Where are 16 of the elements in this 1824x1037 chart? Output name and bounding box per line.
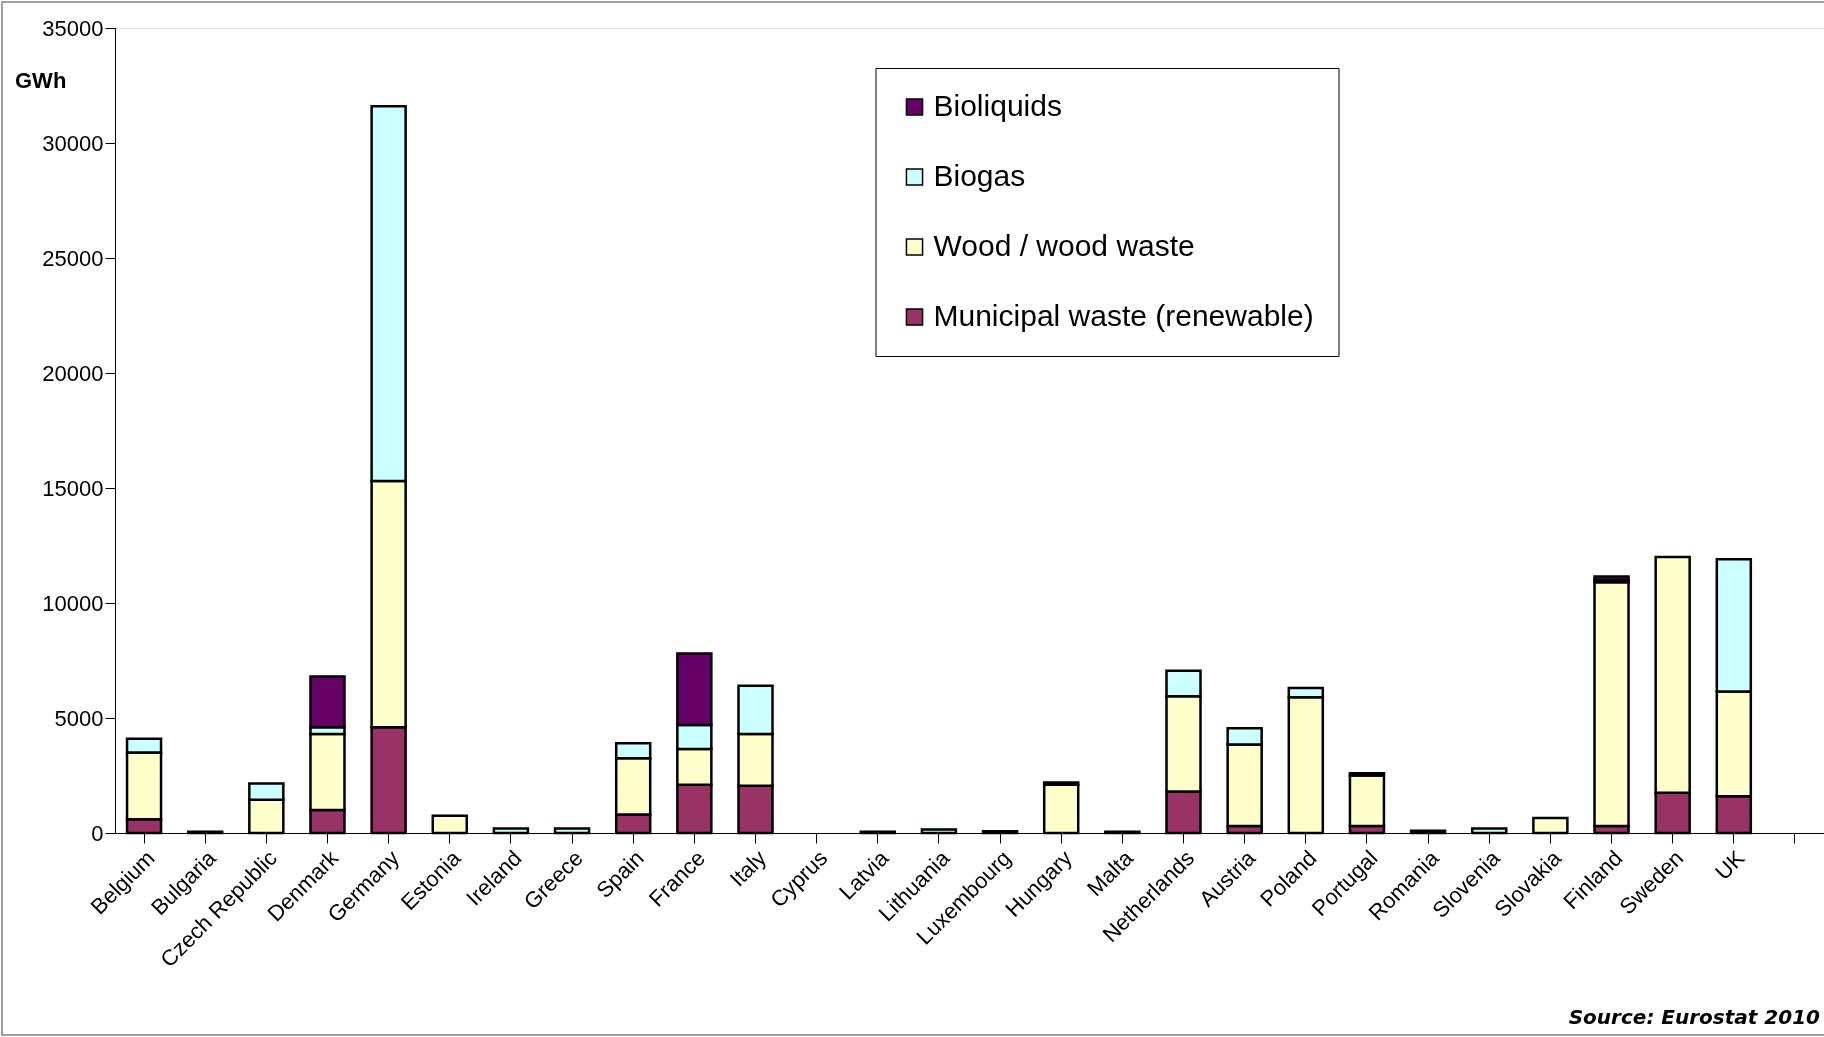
y-tick-label: 25000 — [42, 245, 104, 271]
x-tick-label: Italy — [724, 845, 772, 892]
y-tick-label: 35000 — [42, 15, 104, 41]
y-tick-label: 5000 — [54, 705, 104, 731]
legend-label: Wood / wood waste — [933, 229, 1195, 262]
source-note: Source: Eurostat 2010 — [1568, 1005, 1821, 1029]
y-tick-label: 0 — [91, 820, 104, 846]
legend-label: Municipal waste (renewable) — [933, 299, 1314, 332]
y-tick-label: 10000 — [42, 590, 104, 616]
legend-label: Biogas — [933, 159, 1026, 192]
y-axis-title: GWh — [15, 68, 67, 93]
x-tick-label: UK — [1710, 845, 1750, 885]
legend-label: Bioliquids — [933, 89, 1062, 122]
y-tick-label: 20000 — [42, 360, 104, 386]
y-tick-label: 15000 — [42, 475, 104, 501]
y-tick-label: 30000 — [42, 130, 104, 156]
